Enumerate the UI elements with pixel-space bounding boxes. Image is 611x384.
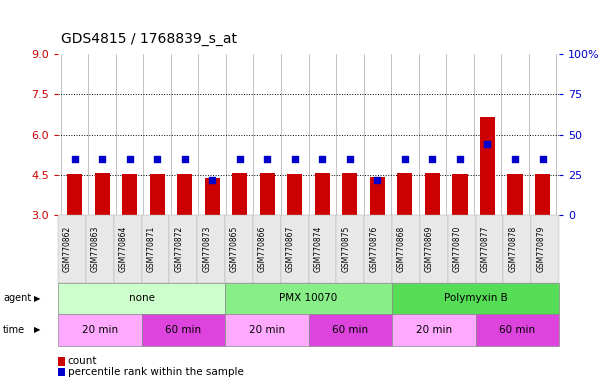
Text: 60 min: 60 min bbox=[165, 325, 202, 335]
Text: 20 min: 20 min bbox=[415, 325, 452, 335]
Bar bbox=[315, 173, 330, 215]
Text: GSM770872: GSM770872 bbox=[174, 226, 183, 272]
Point bbox=[483, 141, 492, 147]
Text: PMX 10070: PMX 10070 bbox=[279, 293, 338, 303]
Point bbox=[235, 156, 244, 162]
Point bbox=[262, 156, 272, 162]
Point bbox=[428, 156, 437, 162]
Point bbox=[70, 156, 79, 162]
Text: GSM770878: GSM770878 bbox=[508, 226, 518, 272]
Point bbox=[455, 156, 465, 162]
Bar bbox=[205, 178, 220, 215]
Text: agent: agent bbox=[3, 293, 31, 303]
Text: count: count bbox=[68, 356, 97, 366]
Bar bbox=[232, 174, 247, 215]
Text: GSM770876: GSM770876 bbox=[369, 226, 378, 272]
Bar bbox=[480, 118, 495, 215]
Bar bbox=[370, 177, 385, 215]
Text: GSM770862: GSM770862 bbox=[63, 226, 72, 272]
Point bbox=[207, 177, 217, 183]
Bar bbox=[95, 173, 109, 215]
Text: GSM770866: GSM770866 bbox=[258, 226, 267, 272]
Point bbox=[510, 156, 520, 162]
Point bbox=[400, 156, 410, 162]
Text: GSM770868: GSM770868 bbox=[397, 226, 406, 272]
Point bbox=[180, 156, 189, 162]
Text: 20 min: 20 min bbox=[249, 325, 285, 335]
Bar bbox=[287, 174, 302, 215]
Text: ▶: ▶ bbox=[34, 294, 40, 303]
Text: time: time bbox=[3, 325, 25, 335]
Text: GSM770873: GSM770873 bbox=[202, 226, 211, 272]
Bar bbox=[260, 173, 275, 215]
Point bbox=[152, 156, 162, 162]
Bar bbox=[122, 174, 137, 215]
Text: GSM770869: GSM770869 bbox=[425, 226, 434, 272]
Point bbox=[125, 156, 134, 162]
Bar bbox=[67, 174, 82, 215]
Text: 20 min: 20 min bbox=[82, 325, 118, 335]
Point bbox=[373, 177, 382, 183]
Text: GSM770871: GSM770871 bbox=[147, 226, 155, 272]
Text: 60 min: 60 min bbox=[499, 325, 535, 335]
Text: none: none bbox=[128, 293, 155, 303]
Bar bbox=[425, 174, 440, 215]
Point bbox=[97, 156, 107, 162]
Text: GDS4815 / 1768839_s_at: GDS4815 / 1768839_s_at bbox=[61, 33, 237, 46]
Bar bbox=[508, 174, 522, 215]
Text: GSM770864: GSM770864 bbox=[119, 226, 128, 272]
Bar bbox=[342, 174, 357, 215]
Bar bbox=[397, 174, 412, 215]
Bar bbox=[150, 174, 165, 215]
Text: GSM770865: GSM770865 bbox=[230, 226, 239, 272]
Text: GSM770877: GSM770877 bbox=[480, 226, 489, 272]
Text: Polymyxin B: Polymyxin B bbox=[444, 293, 508, 303]
Text: ▶: ▶ bbox=[34, 325, 40, 334]
Point bbox=[345, 156, 355, 162]
Text: GSM770870: GSM770870 bbox=[453, 226, 462, 272]
Bar bbox=[535, 174, 550, 215]
Text: GSM770879: GSM770879 bbox=[536, 226, 545, 272]
Text: GSM770867: GSM770867 bbox=[285, 226, 295, 272]
Text: GSM770863: GSM770863 bbox=[91, 226, 100, 272]
Text: percentile rank within the sample: percentile rank within the sample bbox=[68, 367, 244, 377]
Text: GSM770874: GSM770874 bbox=[313, 226, 323, 272]
Point bbox=[318, 156, 327, 162]
Point bbox=[290, 156, 299, 162]
Text: GSM770875: GSM770875 bbox=[342, 226, 350, 272]
Bar bbox=[177, 174, 192, 215]
Bar bbox=[452, 174, 467, 215]
Text: 60 min: 60 min bbox=[332, 325, 368, 335]
Point bbox=[538, 156, 547, 162]
